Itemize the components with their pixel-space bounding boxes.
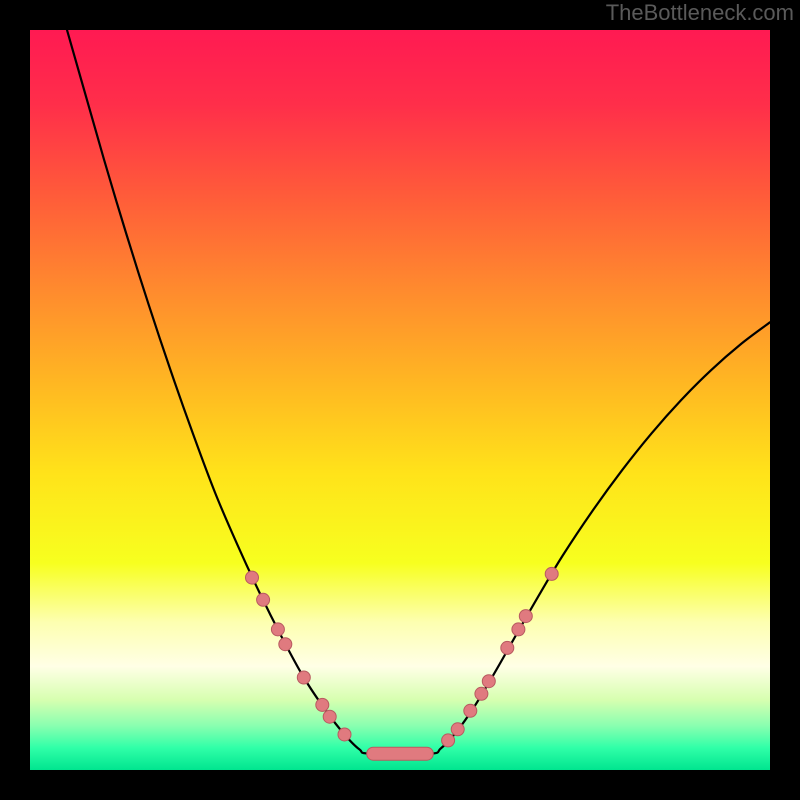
chart-overlay	[30, 30, 770, 770]
data-marker	[257, 593, 270, 606]
data-marker	[545, 567, 558, 580]
data-marker	[475, 687, 488, 700]
data-marker	[512, 623, 525, 636]
data-marker	[323, 710, 336, 723]
data-marker	[316, 698, 329, 711]
data-marker	[464, 704, 477, 717]
data-marker	[519, 610, 532, 623]
data-marker	[271, 623, 284, 636]
data-marker	[246, 571, 259, 584]
data-marker	[279, 638, 292, 651]
data-marker	[501, 641, 514, 654]
data-marker	[451, 723, 464, 736]
watermark-text: TheBottleneck.com	[606, 0, 794, 26]
data-marker	[482, 675, 495, 688]
valley-flat-marker	[367, 747, 434, 760]
data-marker	[338, 728, 351, 741]
plot-area	[30, 30, 770, 770]
data-marker	[297, 671, 310, 684]
bottleneck-curve	[67, 30, 770, 754]
data-marker	[442, 734, 455, 747]
